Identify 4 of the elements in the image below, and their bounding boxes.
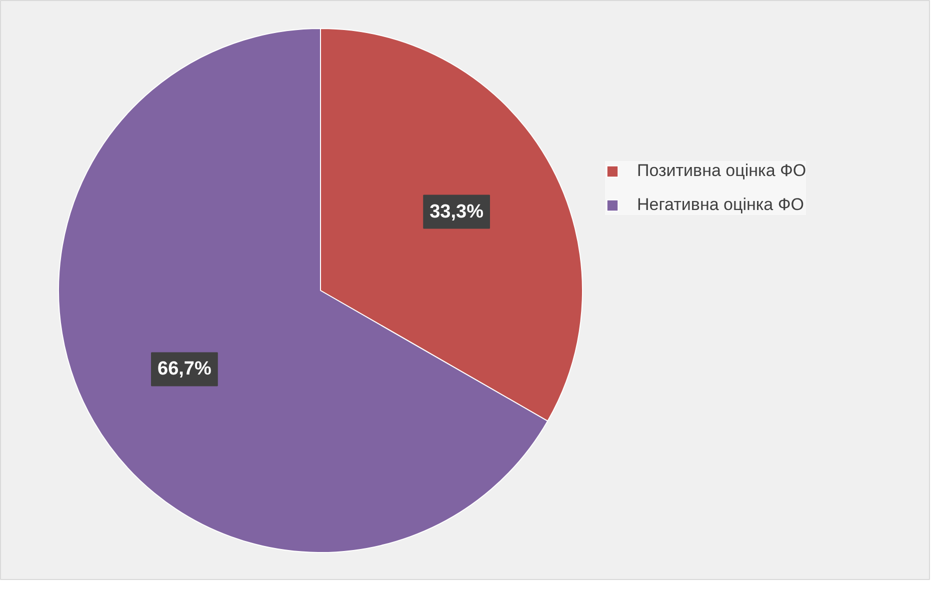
data-label: 33,3% xyxy=(430,201,484,222)
legend-label: Позитивна оцінка ФО xyxy=(637,161,806,181)
data-label: 66,7% xyxy=(158,358,212,380)
legend-label: Негативна оцінка ФО xyxy=(637,195,804,215)
